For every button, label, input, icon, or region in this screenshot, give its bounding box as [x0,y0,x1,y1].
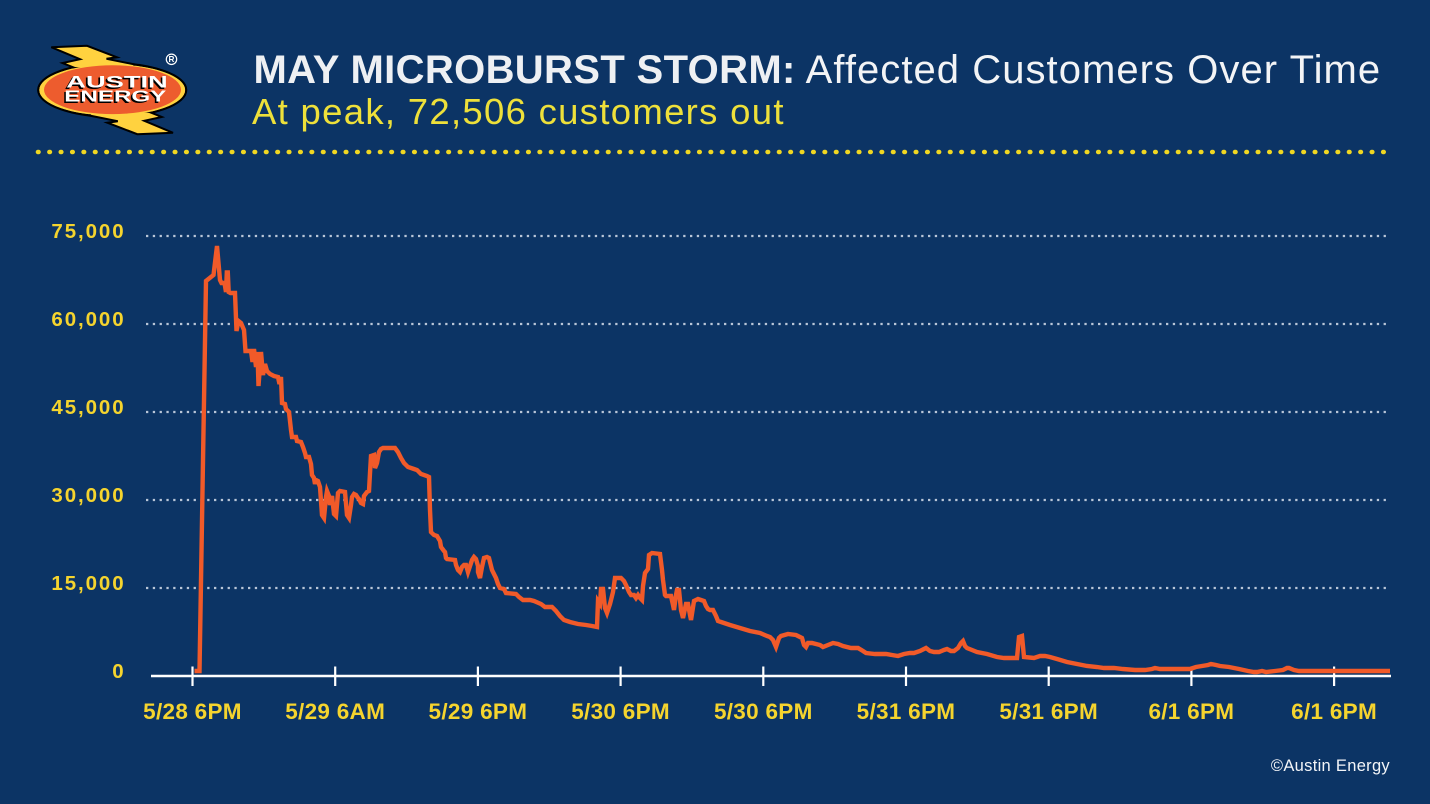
svg-text:ENERGY: ENERGY [64,89,167,106]
svg-text:ENERGY: ENERGY [63,90,166,107]
svg-text:R: R [169,55,175,64]
svg-text:AUSTIN: AUSTIN [65,75,167,93]
svg-text:AUSTIN: AUSTIN [66,74,168,92]
